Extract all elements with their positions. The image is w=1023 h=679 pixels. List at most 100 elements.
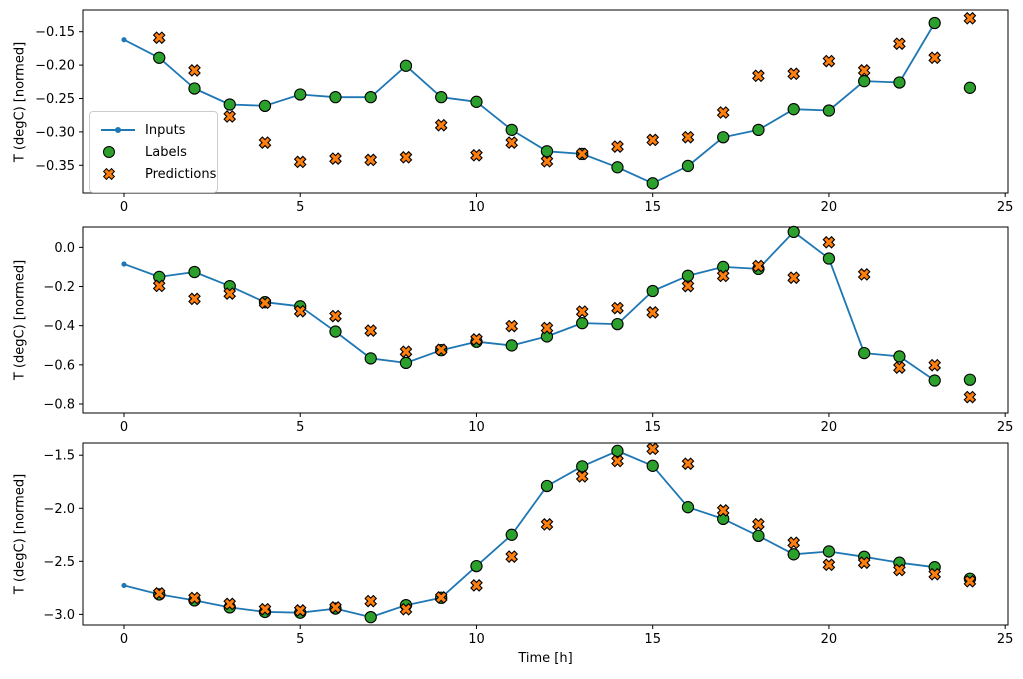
predictions-point [575, 147, 589, 161]
labels-point [752, 123, 765, 137]
y-tick-label: −0.35 [35, 159, 75, 174]
x-tick-label: 10 [468, 200, 485, 215]
predictions-point [434, 118, 448, 132]
labels-point [505, 528, 518, 541]
labels-point [787, 225, 800, 239]
predictions-point [329, 309, 342, 323]
predictions-point [188, 591, 201, 605]
predictions-point [470, 148, 483, 162]
predictions-point [188, 64, 201, 77]
axes-frame-0 [82, 9, 1009, 194]
y-axis-label-bottom: T (degC) [normed] [12, 473, 28, 595]
x-tick-label: 5 [296, 420, 304, 435]
predictions-point [188, 292, 201, 306]
labels-point [646, 284, 659, 298]
labels-point [329, 91, 342, 104]
y-tick-label: −0.15 [35, 25, 75, 40]
predictions-point [822, 235, 836, 249]
predictions-point [399, 345, 413, 359]
inputs-line [123, 231, 936, 382]
predictions-point [646, 442, 660, 456]
labels-point [399, 59, 413, 72]
predictions-point [928, 358, 942, 372]
predictions-point [752, 259, 765, 273]
labels-point [223, 98, 236, 111]
predictions-point [152, 31, 166, 45]
labels-point [858, 74, 871, 88]
predictions-point [505, 550, 519, 563]
y-tick-label: −0.25 [35, 92, 75, 107]
predictions-point [329, 601, 342, 614]
y-tick-label: −0.20 [35, 59, 75, 74]
labels-point [822, 104, 836, 117]
x-tick-label: 15 [644, 420, 661, 435]
predictions-point [716, 269, 730, 283]
labels-point [153, 51, 166, 64]
predictions-point [752, 69, 765, 83]
predictions-point [787, 271, 801, 285]
labels-point [399, 356, 413, 370]
labels-point [540, 145, 554, 158]
labels-point [505, 123, 518, 137]
predictions-point [505, 136, 519, 149]
y-tick-label: 0.0 [54, 241, 75, 256]
predictions-point [857, 64, 871, 77]
labels-point [470, 95, 483, 108]
y-tick-label: −1.5 [43, 449, 75, 464]
y-tick-label: −0.30 [35, 125, 75, 140]
labels-point [928, 374, 941, 387]
predictions-point [258, 602, 272, 616]
predictions-point [716, 504, 730, 517]
x-axis-label: Time [h] [518, 651, 573, 666]
labels-point [329, 325, 342, 338]
predictions-point [293, 604, 307, 617]
x-tick-label: 20 [821, 420, 838, 435]
predictions-point [470, 579, 483, 592]
labels-point [681, 501, 695, 514]
y-tick-label: −0.4 [43, 319, 75, 334]
labels-point [717, 131, 730, 144]
inputs-line [123, 22, 936, 185]
predictions-point [646, 306, 660, 319]
inputs-point [121, 261, 127, 267]
x-tick-label: 0 [120, 420, 128, 435]
predictions-point [540, 154, 554, 168]
predictions-x-icon [99, 166, 137, 182]
predictions-point [963, 11, 977, 25]
predictions-point [963, 390, 977, 404]
x-tick-label: 20 [821, 632, 838, 647]
labels-point [258, 99, 272, 112]
legend-item-labels: Labels [99, 141, 207, 163]
legend-label-predictions: Predictions [145, 166, 217, 182]
predictions-point [716, 106, 730, 119]
labels-point [822, 545, 836, 558]
predictions-point [681, 279, 695, 293]
x-tick-label: 25 [997, 200, 1014, 215]
labels-point [681, 159, 695, 173]
legend-label-labels: Labels [145, 144, 187, 160]
predictions-point [822, 558, 836, 572]
labels-point [576, 460, 589, 473]
y-tick-label: −0.6 [43, 358, 75, 373]
labels-point [364, 352, 377, 365]
predictions-point [928, 51, 942, 65]
x-tick-label: 10 [468, 420, 485, 435]
predictions-point [364, 153, 378, 167]
inputs-point [121, 37, 127, 43]
predictions-point [470, 333, 483, 346]
predictions-point [223, 110, 237, 123]
predictions-point [434, 591, 448, 604]
predictions-point [822, 54, 836, 68]
predictions-point [611, 454, 624, 468]
labels-point [893, 76, 906, 89]
legend-item-inputs: Inputs [99, 119, 207, 141]
x-tick-label: 25 [997, 420, 1014, 435]
legend-item-predictions: Predictions [99, 163, 216, 185]
predictions-point [893, 563, 906, 577]
x-tick-label: 10 [468, 632, 485, 647]
legend-label-inputs: Inputs [145, 122, 186, 138]
predictions-point [646, 133, 660, 147]
labels-point [752, 529, 765, 543]
axes-frame-1 [82, 226, 1009, 414]
